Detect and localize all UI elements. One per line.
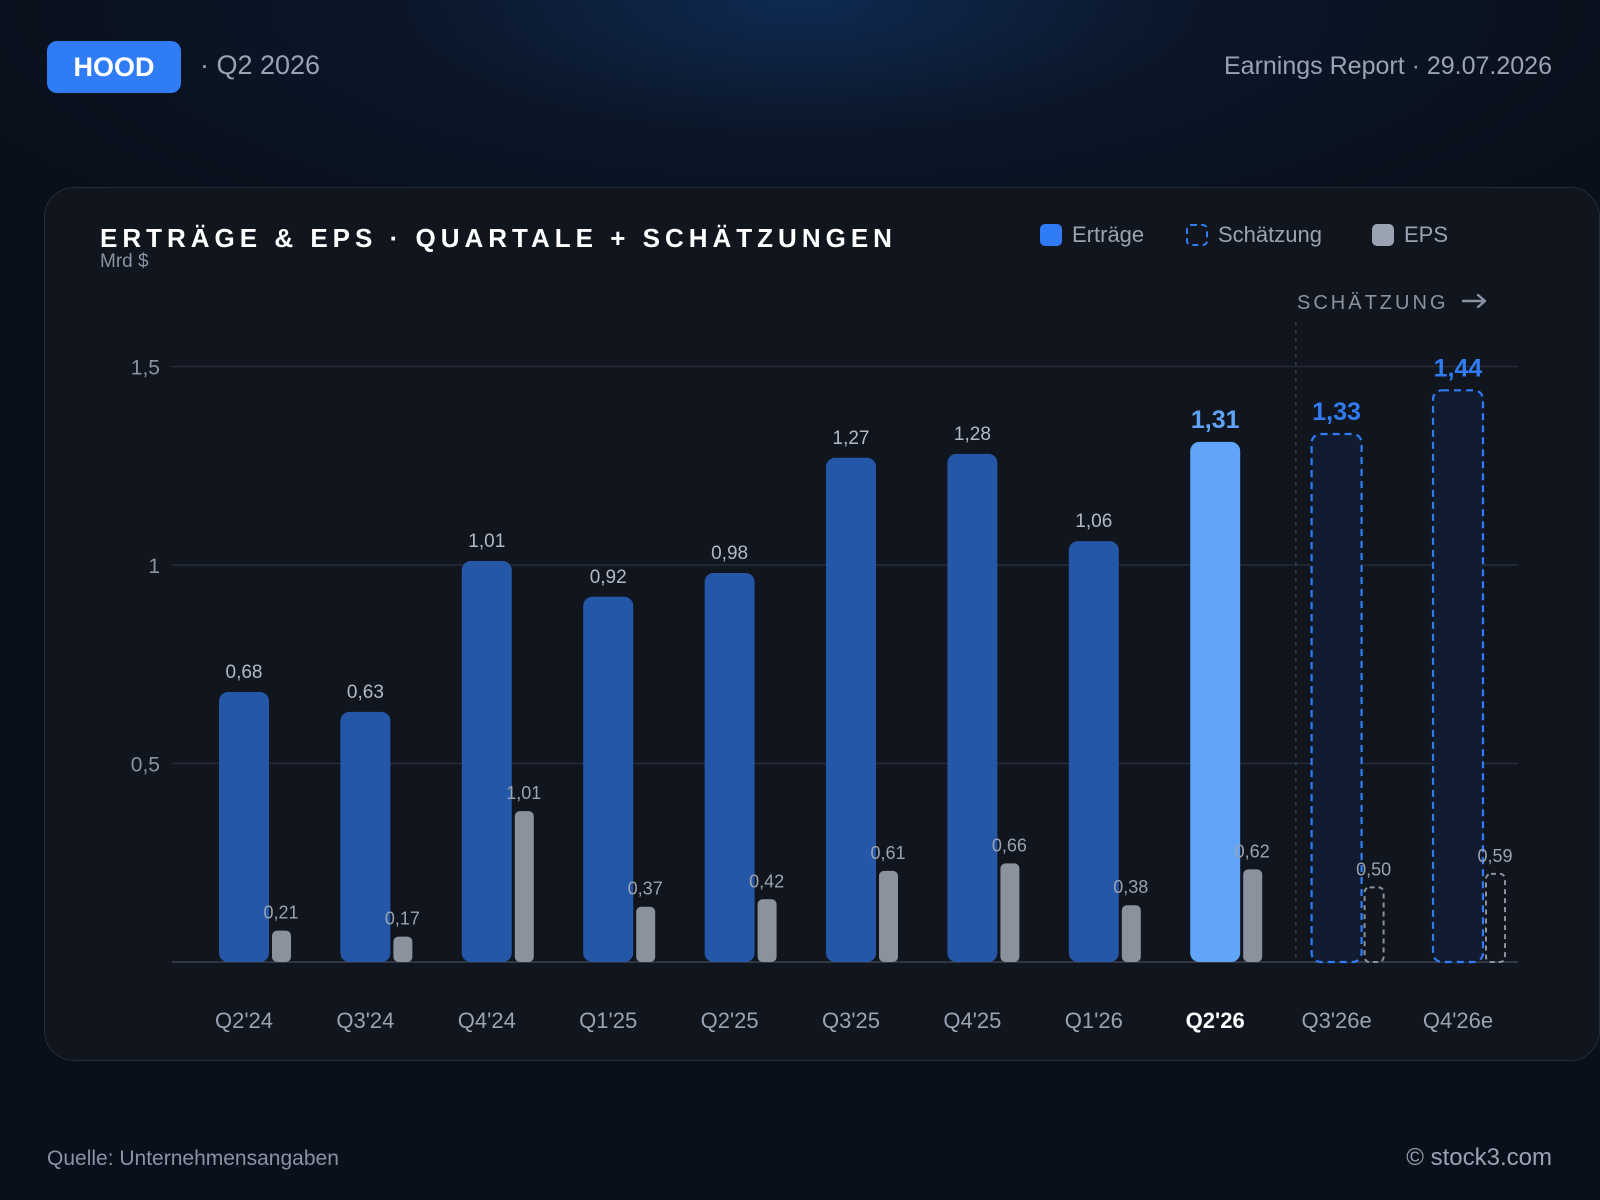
- brand-mark: © stock3.com: [1406, 1144, 1552, 1171]
- revenue-data-label: 1,33: [1312, 398, 1361, 426]
- chart-unit: Mrd $: [100, 251, 149, 272]
- eps-bar: [272, 930, 291, 962]
- eps-data-label: 0,59: [1477, 846, 1512, 866]
- source-note: Quelle: Unternehmensangaben: [47, 1147, 339, 1170]
- eps-data-label: 0,61: [870, 843, 905, 863]
- revenue-data-label: 1,44: [1434, 354, 1483, 382]
- revenue-bar: [947, 453, 998, 962]
- revenue-bar: [583, 596, 634, 962]
- eps-data-label: 0,66: [992, 835, 1027, 855]
- eps-bar: [879, 870, 898, 962]
- revenue-estimate-bar: [1431, 389, 1485, 964]
- eps-data-label: 0,21: [263, 903, 298, 923]
- eps-data-label: 0,50: [1356, 859, 1391, 879]
- revenue-bar: [340, 711, 391, 962]
- revenue-data-label: 0,63: [347, 682, 384, 703]
- legend-eps: EPS: [1372, 222, 1448, 248]
- legend-revenue: Erträge: [1040, 222, 1144, 248]
- eps-data-label: 0,62: [1235, 841, 1270, 861]
- revenue-data-label: 1,28: [954, 424, 991, 445]
- x-tick-label: Q3'26e: [1301, 1008, 1371, 1033]
- x-tick-label: Q4'25: [943, 1008, 1001, 1033]
- revenue-bar: [461, 561, 512, 962]
- ticker-badge: HOOD: [47, 41, 181, 93]
- chart-title: ERTRÄGE & EPS · QUARTALE + SCHÄTZUNGEN: [100, 223, 897, 253]
- eps-estimate-bar: [1363, 886, 1385, 963]
- eps-bar: [514, 811, 534, 962]
- revenue-data-label: 0,68: [226, 662, 263, 683]
- revenue-estimate-bar: [1310, 432, 1363, 964]
- revenue-bar: [1068, 541, 1119, 962]
- x-tick-label: Q3'24: [336, 1008, 394, 1033]
- revenue-data-label: 0,92: [590, 567, 627, 588]
- legend-estimate: Schätzung: [1186, 222, 1322, 248]
- legend-estimate-swatch: [1186, 224, 1208, 246]
- revenue-data-label: 1,06: [1075, 511, 1112, 532]
- x-tick-label: Q2'24: [215, 1008, 273, 1033]
- revenue-bar-current: [1190, 441, 1241, 962]
- eps-data-label: 1,01: [506, 783, 541, 803]
- y-tick-label: 1: [148, 555, 160, 578]
- x-tick-label: Q2'25: [701, 1008, 759, 1033]
- x-tick-label: Q1'25: [579, 1008, 637, 1033]
- revenue-data-label: 1,01: [468, 531, 505, 552]
- eps-estimate-bar: [1485, 872, 1506, 963]
- eps-data-label: 0,42: [749, 871, 784, 891]
- legend-revenue-label: Erträge: [1072, 222, 1145, 247]
- revenue-bar: [219, 692, 269, 962]
- legend-revenue-swatch: [1040, 224, 1062, 246]
- x-tick-label: Q4'24: [458, 1008, 516, 1033]
- legend-estimate-label: Schätzung: [1218, 222, 1322, 247]
- revenue-bar: [826, 457, 876, 962]
- report-date: Earnings Report · 29.07.2026: [1224, 52, 1552, 80]
- revenue-data-label: 0,98: [711, 543, 748, 564]
- x-tick-label: Q3'25: [822, 1008, 880, 1033]
- period-label: · Q2 2026: [200, 50, 321, 80]
- x-tick-label: Q4'26e: [1423, 1008, 1493, 1033]
- eps-data-label: 0,17: [385, 909, 420, 929]
- revenue-data-label: 1,27: [833, 428, 870, 449]
- eps-bar: [393, 936, 413, 962]
- eps-bar: [757, 899, 777, 962]
- y-tick-label: 1,5: [131, 357, 160, 380]
- eps-bar: [1121, 905, 1141, 962]
- legend-eps-swatch: [1372, 224, 1394, 246]
- eps-bar: [1000, 863, 1020, 962]
- eps-data-label: 0,38: [1113, 877, 1148, 897]
- x-tick-label: Q2'26: [1186, 1008, 1245, 1033]
- eps-data-label: 0,37: [628, 879, 663, 899]
- revenue-data-label: 1,31: [1191, 406, 1240, 434]
- estimate-marker-label: SCHÄTZUNG: [1297, 292, 1449, 314]
- eps-bar: [1243, 869, 1263, 962]
- eps-bar: [636, 906, 656, 962]
- x-tick-label: Q1'26: [1065, 1008, 1123, 1033]
- revenue-bar: [704, 572, 755, 962]
- legend-eps-label: EPS: [1404, 222, 1449, 247]
- y-tick-label: 0,5: [131, 754, 160, 777]
- arrow-right-icon: [1462, 292, 1488, 315]
- estimate-marker: SCHÄTZUNG: [1297, 292, 1488, 315]
